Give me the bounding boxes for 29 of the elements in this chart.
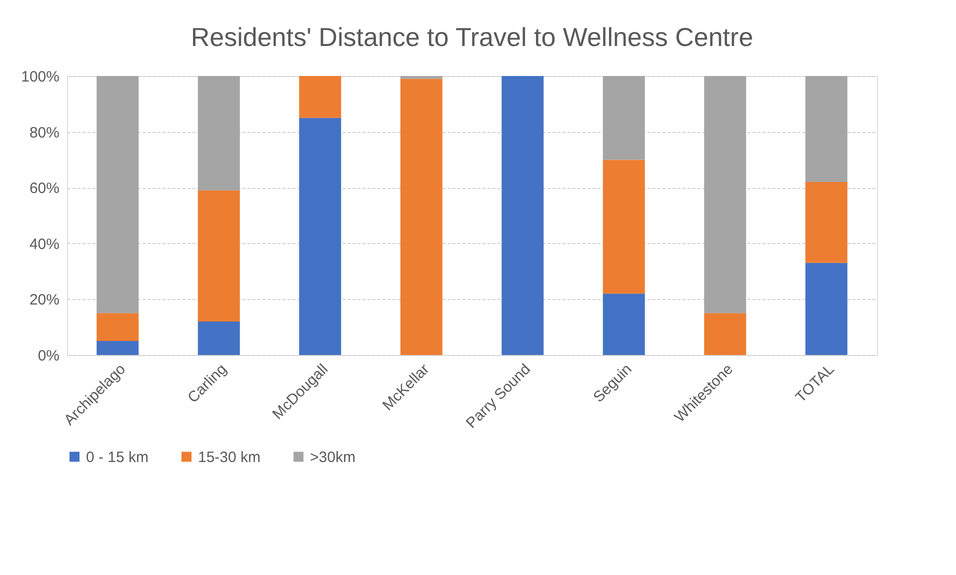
legend-label: >30km (310, 448, 356, 466)
bar (400, 78, 442, 355)
bar (299, 76, 342, 118)
bar (96, 76, 139, 314)
bar (400, 76, 442, 79)
bar (704, 313, 746, 355)
y-tick-label: 20% (29, 292, 60, 309)
y-tick-label: 100% (21, 68, 60, 86)
bar (299, 118, 342, 355)
legend-label: 0 - 15 km (86, 448, 149, 466)
bar (805, 182, 848, 263)
bar (198, 76, 240, 190)
bar (602, 76, 645, 160)
legend-label: 15-30 km (198, 448, 261, 466)
bar (198, 322, 240, 355)
bar (704, 76, 746, 314)
bar (602, 160, 645, 294)
bar (502, 76, 544, 355)
bar (198, 190, 240, 322)
chart-title: Residents' Distance to Travel to Wellness Centre (190, 22, 754, 52)
y-tick-label: 80% (29, 124, 60, 142)
y-tick-label: 60% (29, 180, 60, 198)
y-tick-label: 40% (29, 236, 60, 253)
bar (805, 262, 848, 355)
y-tick-label: 0% (38, 348, 60, 364)
bar (96, 341, 139, 355)
bar (602, 294, 645, 355)
bar (96, 313, 139, 342)
bar (805, 76, 848, 182)
